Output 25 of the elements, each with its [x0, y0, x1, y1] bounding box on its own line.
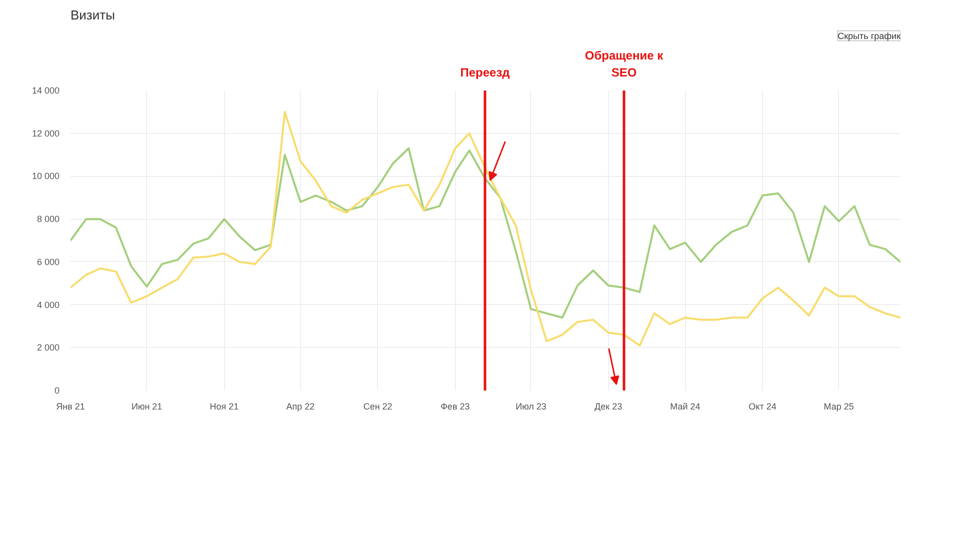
x-tick-label: Июн 21: [131, 402, 162, 412]
y-tick-label: 12 000: [32, 128, 60, 138]
x-tick-label: Мар 25: [824, 402, 854, 412]
x-tick-label: Ноя 21: [210, 402, 239, 412]
ref-line-label: Переезд: [460, 65, 510, 80]
y-tick-label: 4 000: [36, 300, 60, 310]
x-tick-label: Окт 24: [748, 402, 776, 412]
y-tick-label: 8 000: [36, 214, 60, 224]
y-tick-label: 2 000: [36, 342, 60, 353]
text: Скрыть график: [838, 30, 901, 41]
x-tick-label: Май 24: [670, 402, 700, 412]
x-tick-label: Сен 22: [363, 402, 392, 412]
x-tick-label: Июл 23: [516, 402, 546, 412]
x-tick-label: Дек 23: [594, 402, 622, 412]
line-series: [70, 110, 900, 346]
y-tick-label: 6 000: [36, 256, 60, 267]
y-tick-label: 14 000: [32, 86, 60, 96]
chart-title: Визиты: [70, 8, 115, 22]
y-tick-label: 10 000: [32, 171, 60, 182]
x-tick-label: Апр 22: [286, 402, 315, 412]
x-tick-label: Фев 23: [440, 402, 470, 412]
x-tick-label: Янв 21: [56, 402, 85, 412]
line-series: [70, 147, 900, 319]
y-tick-label: 0: [54, 386, 60, 396]
ref-line-label: Обращение к SEO: [584, 48, 664, 80]
